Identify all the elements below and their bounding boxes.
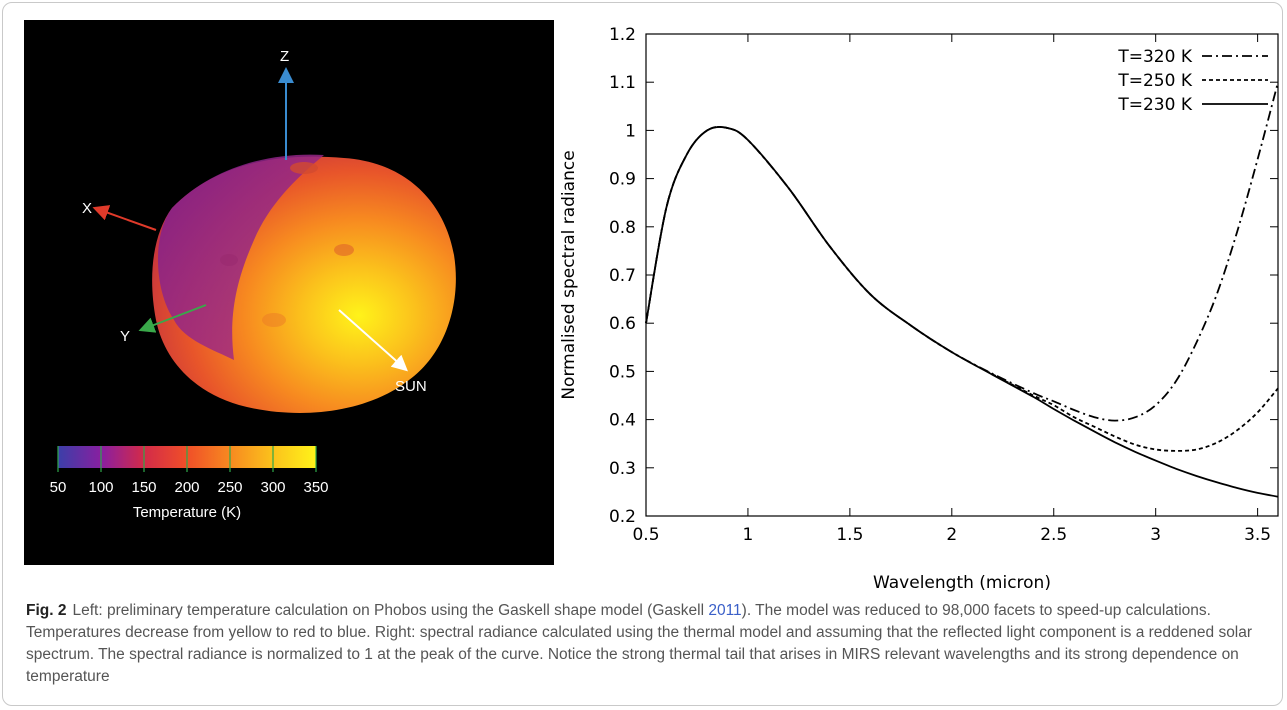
x-tick-label: 0.5	[632, 525, 659, 545]
x-tick-label: 2	[946, 525, 957, 545]
caption-text-end: ). The model was reduced to 98,000 facet…	[26, 602, 1253, 685]
colorbar-tick-label: 100	[88, 479, 113, 496]
sun-arrow	[338, 309, 408, 372]
citation-link[interactable]: 2011	[708, 602, 742, 619]
colorbar-tick-label: 350	[303, 479, 328, 496]
y-axis-title: Normalised spectral radiance	[560, 150, 579, 399]
x-axis-arrow	[92, 205, 157, 231]
x-tick-label: 1.5	[836, 525, 863, 545]
y-tick-labels: 0.2 0.3 0.4 0.5 0.6 0.7 0.8 0.9 1 1.1 1.2	[609, 25, 636, 527]
colorbar-tick-label: 150	[131, 479, 156, 496]
legend: T=320 K T=250 K T=230 K	[1117, 47, 1268, 115]
x-axis-label: X	[82, 200, 92, 217]
y-tick-label: 0.2	[609, 507, 636, 527]
caption-text-start: Left: preliminary temperature calculatio…	[72, 602, 709, 619]
y-tick-label: 1	[625, 121, 636, 141]
y-tick-label: 0.4	[609, 411, 636, 431]
y-tick-label: 0.3	[609, 459, 636, 479]
colorbar-tick-marks	[57, 446, 317, 472]
x-tick-label: 1	[743, 525, 754, 545]
x-tick-label: 3	[1150, 525, 1161, 545]
phobos-cold-region	[157, 154, 324, 360]
y-tick-label: 0.9	[609, 170, 636, 190]
y-axis-label: Y	[120, 328, 130, 345]
sun-label: SUN	[395, 378, 427, 395]
figure-label: Fig. 2	[26, 602, 67, 619]
y-tick-label: 0.7	[609, 266, 636, 286]
series-line-1	[645, 125, 1279, 452]
x-tick-label: 3.5	[1244, 525, 1271, 545]
y-tick-label: 0.6	[609, 314, 636, 334]
axis-ticks	[645, 33, 1278, 517]
legend-label: T=250 K	[1117, 71, 1192, 91]
figure-caption: Fig. 2 Left: preliminary temperature calc…	[26, 600, 1266, 688]
phobos-render: Z X Y SUN 50 100 150 200 250 300 350 Tem…	[50, 48, 456, 521]
y-axis-arrow	[138, 304, 207, 333]
y-tick-label: 1.2	[609, 25, 636, 45]
spectral-radiance-chart: 0.5 1 1.5 2 2.5 3 3.5 0.2 0.3 0.4 0.5 0.6 0.7 0.8 0.9…	[560, 25, 1279, 593]
series-line-2	[645, 125, 1279, 498]
colorbar-title: Temperature (K)	[133, 504, 241, 521]
legend-label: T=320 K	[1117, 47, 1192, 67]
x-axis-title: Wavelength (micron)	[873, 573, 1051, 593]
phobos-temperature-image: Z X Y SUN 50 100 150 200 250 300 350 Tem…	[24, 20, 554, 565]
colorbar-tick-label: 300	[260, 479, 285, 496]
x-tick-labels: 0.5 1 1.5 2 2.5 3 3.5	[632, 525, 1271, 545]
colorbar-tick-label: 250	[217, 479, 242, 496]
colorbar-tick-label: 200	[174, 479, 199, 496]
y-tick-label: 1.1	[609, 73, 636, 93]
y-tick-label: 0.8	[609, 218, 636, 238]
z-axis-label: Z	[280, 48, 289, 65]
series-lines	[645, 81, 1279, 498]
colorbar-tick-label: 50	[50, 479, 67, 496]
legend-label: T=230 K	[1117, 95, 1192, 115]
y-tick-label: 0.5	[609, 362, 636, 382]
x-tick-label: 2.5	[1040, 525, 1067, 545]
